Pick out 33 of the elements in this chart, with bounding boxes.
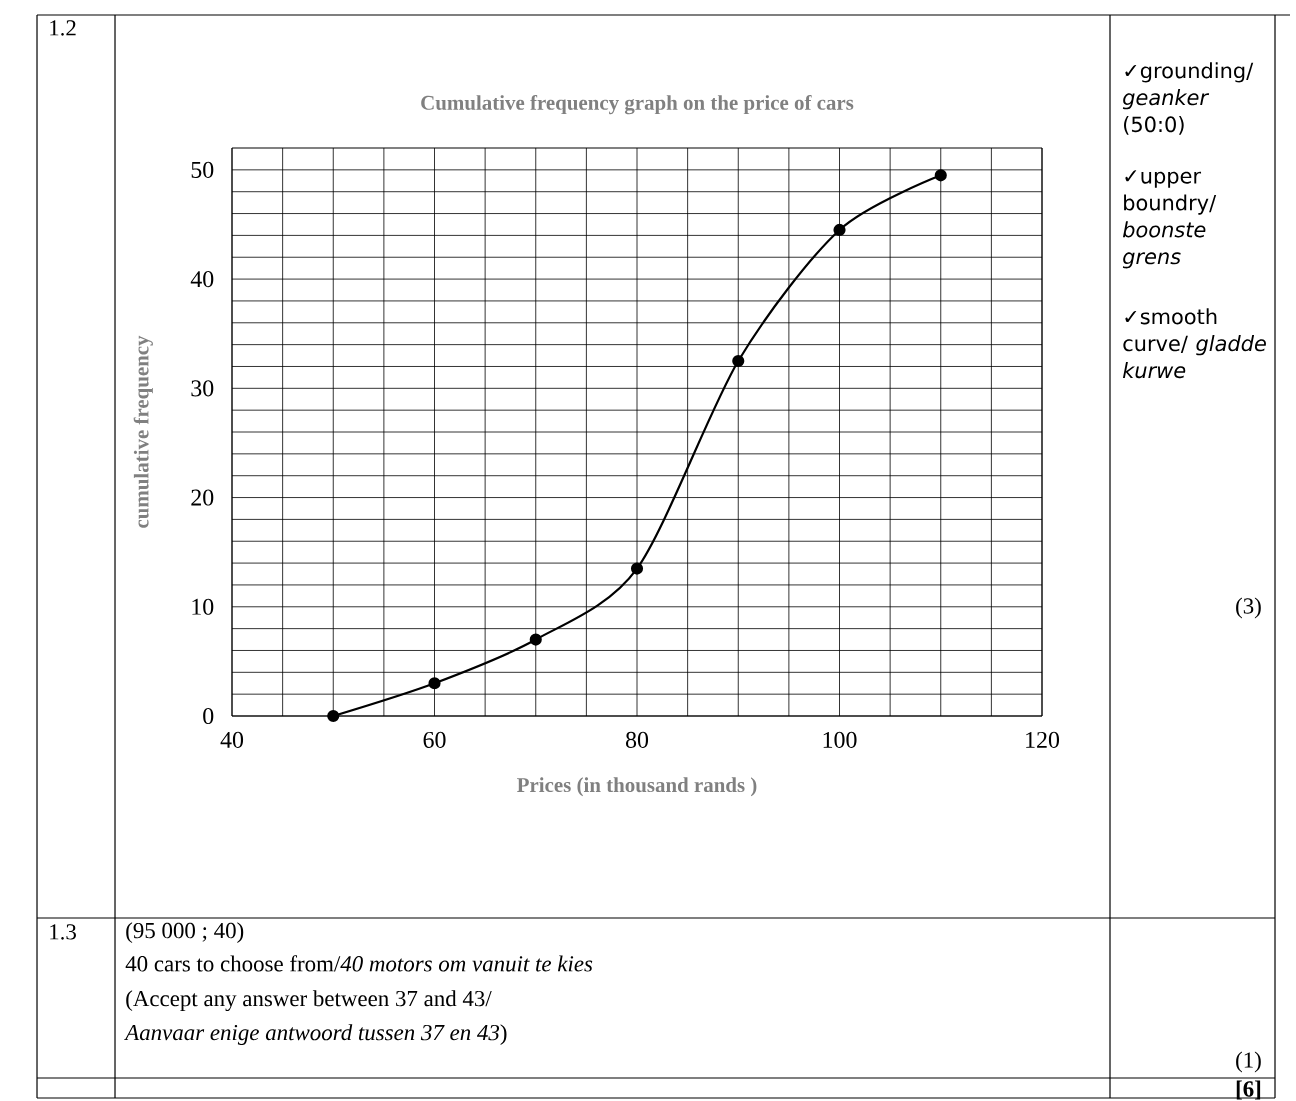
point [934, 169, 947, 182]
text: (3) [1236, 597, 1261, 619]
x-tick-label: 120 [1026, 731, 1060, 748]
y-tick-label: 10 [192, 598, 214, 615]
text: 1.3 [50, 924, 76, 940]
x-tick-label: 60 [423, 731, 446, 748]
point [327, 709, 340, 723]
point [732, 354, 745, 368]
text: (1) [1236, 1051, 1261, 1073]
text: (95 000 ; 40) [126, 922, 244, 943]
y-tick-label: 0 [203, 707, 214, 725]
y-tick-label: 50 [191, 161, 214, 178]
text: ✓grounding/ geanker (50:0) [1122, 62, 1254, 135]
text: 1.2 [50, 20, 76, 36]
text: 40 cars to choose from/40 motors om vanuit te kies [125, 955, 593, 972]
point [428, 677, 441, 690]
x-tick-label: 100 [823, 731, 857, 748]
y-axis-title: cumulative frequency [133, 335, 153, 528]
text: Aanvaar enige antwoord tussen 37 en 43) [123, 1024, 507, 1045]
chart-title: Cumulative frequency graph on the price of cars [421, 94, 854, 115]
y-tick-label: 30 [191, 380, 214, 397]
x-tick-label: 80 [625, 731, 649, 748]
y-tick-label: 20 [191, 489, 214, 506]
point [833, 223, 846, 237]
text: ✓smooth curve/ gladde kurwe [1122, 308, 1266, 379]
point [630, 562, 644, 575]
text: [6] [1236, 1080, 1261, 1100]
x-tick-label: 40 [220, 731, 244, 748]
text: ✓upper boundry/ boonste grens [1122, 170, 1217, 269]
text: (Accept any answer between 37 and 43/ [126, 990, 492, 1012]
x-axis-title: Prices (in thousand rands ) [517, 777, 757, 797]
point [529, 633, 542, 646]
y-tick-label: 40 [190, 271, 214, 288]
